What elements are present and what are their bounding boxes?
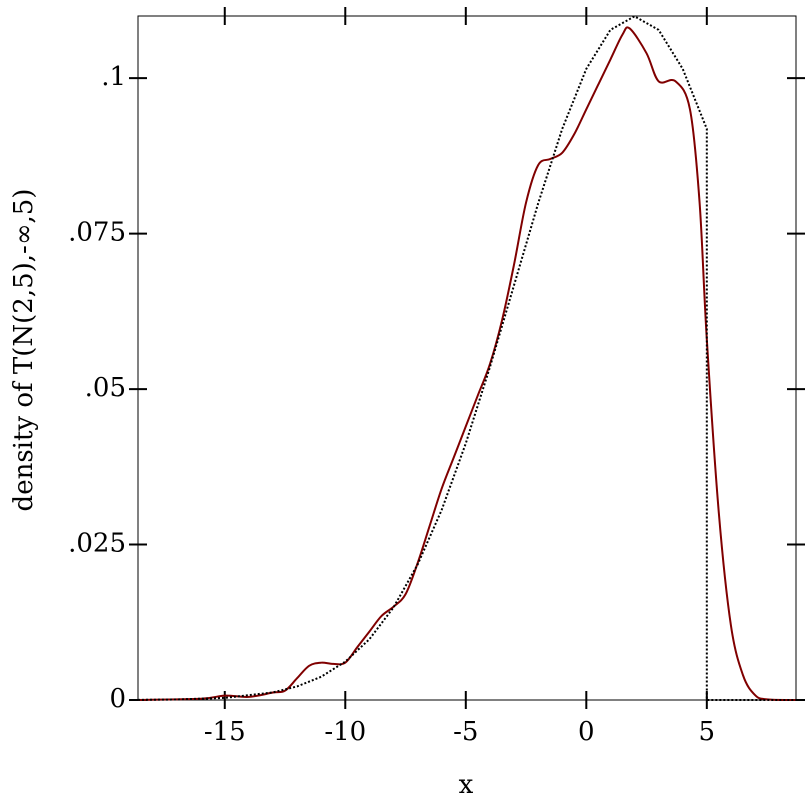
line bbox=[137, 26, 797, 701]
x-tick-label: -15 bbox=[204, 717, 246, 747]
y-axis-label: density of T(N(2,5),-∞,5) bbox=[9, 189, 39, 512]
y-tick-label: .075 bbox=[68, 218, 126, 248]
plot-frame bbox=[137, 15, 797, 701]
x-tick-label: -10 bbox=[324, 717, 366, 747]
y-tick-label: .1 bbox=[101, 62, 126, 92]
y-tick-label: .05 bbox=[85, 373, 126, 403]
x-tick-label: 5 bbox=[699, 717, 716, 747]
y-tick-label: .025 bbox=[68, 529, 126, 559]
x-tick-label: -5 bbox=[453, 717, 478, 747]
x-axis-label: x bbox=[459, 770, 474, 800]
x-tick-label: 0 bbox=[578, 717, 595, 747]
dotted-line bbox=[137, 15, 796, 701]
y-tick-label: 0 bbox=[109, 684, 126, 714]
